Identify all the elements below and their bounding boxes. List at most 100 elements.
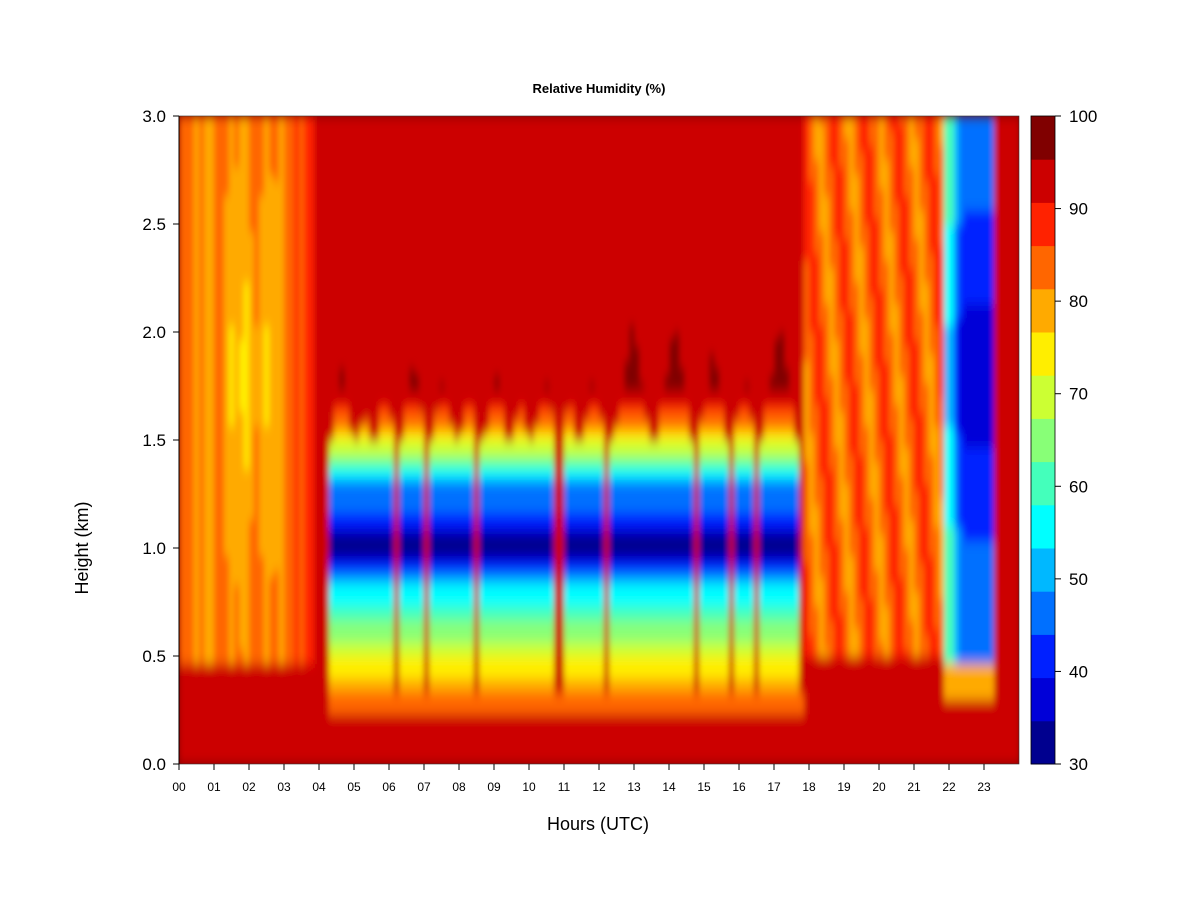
heatmap-cell bbox=[254, 432, 260, 441]
heatmap-cell bbox=[444, 260, 450, 268]
heatmap-cell bbox=[269, 418, 275, 427]
heatmap-cell bbox=[364, 692, 370, 700]
heatmap-cell bbox=[324, 605, 330, 614]
heatmap-cell bbox=[414, 296, 420, 304]
heatmap-cell bbox=[209, 735, 215, 744]
heatmap-cell bbox=[229, 317, 235, 326]
heatmap-cell bbox=[209, 440, 215, 448]
heatmap-cell bbox=[189, 749, 195, 758]
heatmap-cell bbox=[389, 699, 395, 708]
heatmap-cell bbox=[349, 303, 355, 312]
heatmap-cell bbox=[314, 404, 320, 412]
heatmap-cell bbox=[304, 144, 310, 153]
heatmap-cell bbox=[289, 144, 295, 153]
heatmap-cell bbox=[194, 432, 200, 441]
heatmap-cell bbox=[304, 432, 310, 441]
heatmap-cell bbox=[409, 339, 415, 348]
heatmap-cell bbox=[199, 404, 205, 412]
heatmap-cell bbox=[249, 267, 255, 276]
heatmap-cell bbox=[294, 288, 300, 297]
heatmap-cell bbox=[234, 159, 240, 168]
heatmap-cell bbox=[259, 706, 265, 715]
heatmap-cell bbox=[374, 584, 380, 592]
heatmap-cell bbox=[429, 432, 435, 441]
heatmap-cell bbox=[314, 137, 320, 146]
heatmap-cell bbox=[319, 137, 325, 146]
heatmap-cell bbox=[354, 504, 360, 513]
heatmap-cell bbox=[389, 562, 395, 571]
heatmap-cell bbox=[339, 598, 345, 607]
heatmap-cell bbox=[354, 332, 360, 340]
heatmap-cell bbox=[349, 540, 355, 549]
heatmap-cell bbox=[409, 591, 415, 600]
heatmap-cell bbox=[254, 656, 260, 664]
heatmap-cell bbox=[374, 152, 380, 160]
heatmap-cell bbox=[339, 512, 345, 520]
heatmap-cell bbox=[379, 663, 385, 672]
heatmap-cell bbox=[234, 728, 240, 736]
heatmap-cell bbox=[449, 706, 455, 715]
heatmap-cell bbox=[439, 735, 445, 744]
heatmap-cell bbox=[249, 468, 255, 477]
heatmap-cell bbox=[254, 425, 260, 434]
heatmap-cell bbox=[209, 728, 215, 736]
heatmap-cell bbox=[239, 288, 245, 297]
heatmap-cell bbox=[344, 756, 350, 764]
heatmap-cell bbox=[199, 137, 205, 146]
heatmap-cell bbox=[379, 692, 385, 700]
heatmap-cell bbox=[234, 591, 240, 600]
heatmap-cell bbox=[389, 641, 395, 650]
heatmap-cell bbox=[434, 404, 440, 412]
heatmap-cell bbox=[194, 123, 200, 132]
heatmap-cell bbox=[449, 152, 455, 160]
heatmap-cell bbox=[359, 152, 365, 160]
heatmap-cell bbox=[314, 742, 320, 751]
heatmap-cell bbox=[419, 231, 425, 240]
heatmap-cell bbox=[394, 735, 400, 744]
heatmap-cell bbox=[299, 382, 305, 391]
heatmap-cell bbox=[414, 648, 420, 657]
heatmap-cell bbox=[454, 526, 460, 535]
heatmap-cell bbox=[434, 684, 440, 693]
heatmap-cell bbox=[239, 468, 245, 477]
heatmap-cell bbox=[339, 195, 345, 204]
heatmap-cell bbox=[364, 288, 370, 297]
heatmap-cell bbox=[324, 461, 330, 470]
heatmap-cell bbox=[329, 252, 335, 261]
heatmap-cell bbox=[234, 188, 240, 196]
heatmap-cell bbox=[204, 497, 210, 506]
heatmap-cell bbox=[279, 663, 285, 672]
heatmap-cell bbox=[429, 627, 435, 636]
heatmap-cell bbox=[329, 447, 335, 456]
heatmap-cell bbox=[454, 483, 460, 492]
heatmap-cell bbox=[279, 267, 285, 276]
heatmap-cell bbox=[274, 512, 280, 520]
heatmap-cell bbox=[354, 684, 360, 693]
heatmap-cell bbox=[269, 288, 275, 297]
heatmap-cell bbox=[309, 627, 315, 636]
heatmap-cell bbox=[419, 584, 425, 592]
heatmap-cell bbox=[234, 720, 240, 729]
heatmap-cell bbox=[389, 512, 395, 520]
heatmap-cell bbox=[314, 555, 320, 564]
heatmap-cell bbox=[429, 116, 435, 124]
heatmap-cell bbox=[399, 188, 405, 196]
heatmap-cell bbox=[404, 627, 410, 636]
heatmap-cell bbox=[209, 123, 215, 132]
heatmap-cell bbox=[284, 382, 290, 391]
heatmap-cell bbox=[444, 137, 450, 146]
heatmap-cell bbox=[389, 425, 395, 434]
heatmap-cell bbox=[384, 411, 390, 420]
heatmap-cell bbox=[329, 555, 335, 564]
heatmap-cell bbox=[264, 332, 270, 340]
heatmap-cell bbox=[359, 620, 365, 628]
heatmap-cell bbox=[209, 202, 215, 211]
heatmap-cell bbox=[249, 483, 255, 492]
heatmap-cell bbox=[389, 598, 395, 607]
heatmap-cell bbox=[209, 231, 215, 240]
heatmap-cell bbox=[434, 440, 440, 448]
heatmap-cell bbox=[319, 281, 325, 290]
heatmap-cell bbox=[269, 569, 275, 578]
heatmap-cell bbox=[289, 677, 295, 686]
heatmap-cell bbox=[224, 684, 230, 693]
